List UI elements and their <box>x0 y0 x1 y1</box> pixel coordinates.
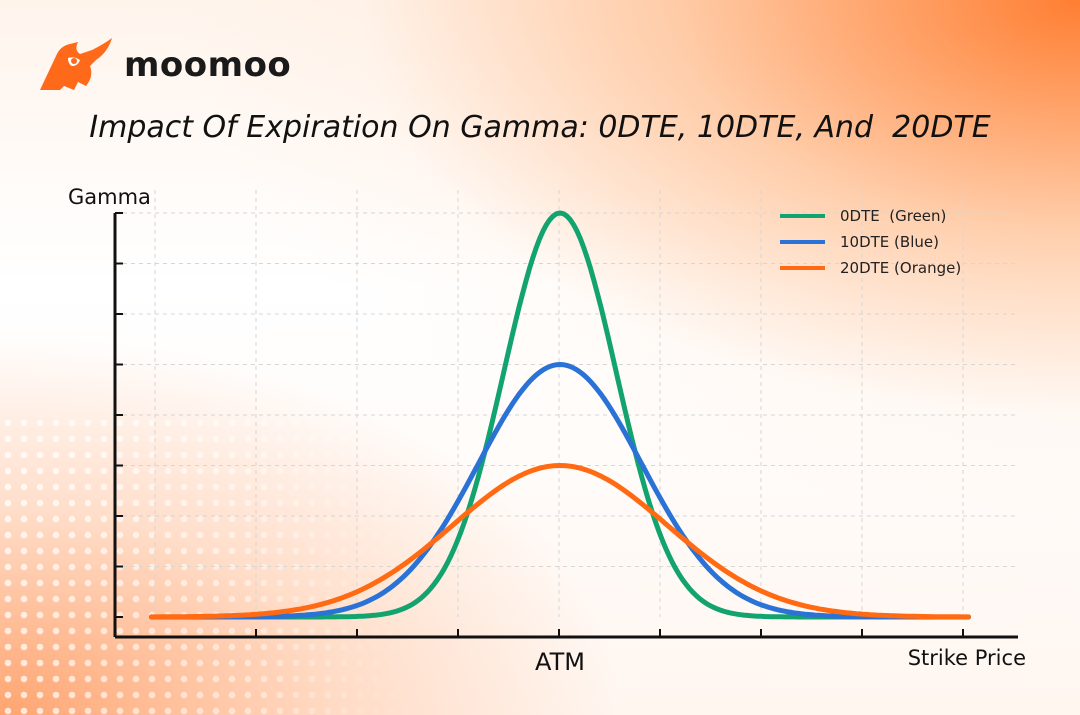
chart-series <box>149 210 971 620</box>
y-axis-label: Gamma <box>68 185 151 209</box>
series-line-2 <box>149 463 971 620</box>
bull-icon <box>40 38 112 90</box>
x-axis-label: Strike Price <box>908 646 1026 670</box>
x-tick-label-atm: ATM <box>535 648 585 676</box>
legend-label-0: 0DTE (Green) <box>840 207 946 225</box>
legend-label-2: 20DTE (Orange) <box>840 259 961 277</box>
chart-legend: 0DTE (Green) 10DTE (Blue) 20DTE (Orange) <box>780 207 961 277</box>
brand-name: moomoo <box>124 45 292 85</box>
chart-grid <box>115 190 1018 617</box>
chart-title: Impact Of Expiration On Gamma: 0DTE, 10D… <box>89 110 991 145</box>
series-line-1 <box>149 362 971 620</box>
brand-logo: moomoo <box>34 36 291 94</box>
legend-label-1: 10DTE (Blue) <box>840 233 939 251</box>
chart-axes <box>113 212 1018 639</box>
